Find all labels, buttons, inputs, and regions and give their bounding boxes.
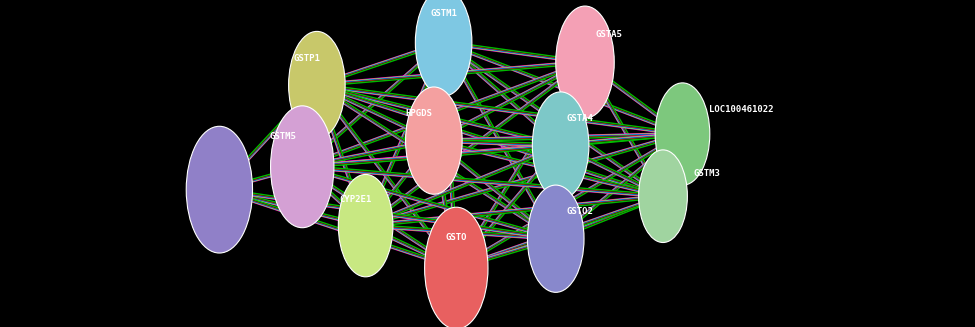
Ellipse shape	[527, 185, 584, 292]
Text: LOC100461022: LOC100461022	[709, 105, 773, 114]
Text: GSTM3: GSTM3	[693, 169, 721, 178]
Ellipse shape	[406, 87, 462, 194]
Text: GSTA5: GSTA5	[596, 30, 623, 39]
Ellipse shape	[271, 106, 333, 228]
Ellipse shape	[338, 174, 393, 277]
Ellipse shape	[639, 150, 687, 243]
Text: GSTM1: GSTM1	[430, 9, 457, 18]
Ellipse shape	[415, 0, 472, 96]
Ellipse shape	[424, 207, 488, 327]
Text: GSTP1: GSTP1	[293, 54, 321, 63]
Ellipse shape	[186, 126, 253, 253]
Ellipse shape	[532, 92, 589, 199]
Text: CYP2E1: CYP2E1	[339, 195, 372, 204]
Text: GSTO2: GSTO2	[566, 207, 594, 216]
Text: GSTM5: GSTM5	[269, 132, 296, 141]
Text: HPGDS: HPGDS	[406, 109, 433, 118]
Text: GSTA4: GSTA4	[566, 114, 594, 123]
Ellipse shape	[655, 83, 710, 185]
Ellipse shape	[289, 31, 345, 139]
Ellipse shape	[556, 6, 614, 118]
Text: GSTO: GSTO	[446, 233, 467, 242]
